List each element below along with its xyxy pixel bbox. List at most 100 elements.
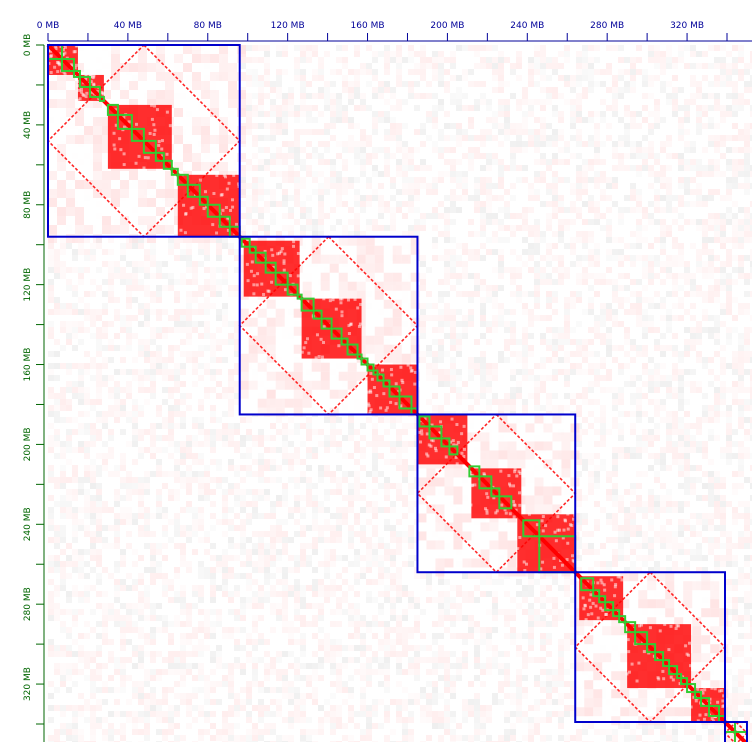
noise-cell (672, 351, 678, 357)
noise-cell (678, 225, 684, 231)
noise-cell (282, 159, 288, 165)
noise-cell (300, 99, 306, 105)
noise-cell (270, 501, 276, 507)
noise-cell (408, 189, 414, 195)
noise-cell (312, 147, 318, 153)
noise-cell (714, 123, 720, 129)
noise-cell (336, 417, 342, 423)
noise-cell (504, 81, 510, 87)
noise-cell (558, 327, 564, 333)
noise-cell (372, 129, 378, 135)
noise-cell (516, 147, 522, 153)
noise-cell (708, 417, 714, 423)
noise-cell (540, 75, 546, 81)
noise-cell (306, 423, 312, 429)
noise-cell (258, 429, 264, 435)
noise-cell (678, 465, 684, 471)
noise-cell (288, 171, 294, 177)
noise-cell (666, 255, 672, 261)
noise-cell (300, 69, 306, 75)
noise-cell (672, 219, 678, 225)
noise-cell (570, 243, 576, 249)
noise-cell (366, 201, 372, 207)
noise-cell (732, 159, 738, 165)
noise-cell (84, 429, 90, 435)
noise-cell (306, 225, 312, 231)
noise-cell (702, 93, 708, 99)
noise-cell (612, 459, 618, 465)
noise-cell (312, 177, 318, 183)
noise-cell (264, 45, 270, 51)
noise-cell (48, 279, 54, 285)
noise-cell (240, 171, 246, 177)
noise-cell (672, 441, 678, 447)
noise-cell (708, 195, 714, 201)
noise-cell (192, 309, 198, 315)
noise-cell (420, 57, 426, 63)
noise-cell (678, 315, 684, 321)
noise-cell (162, 285, 168, 291)
noise-cell (444, 279, 450, 285)
noise-cell (510, 309, 516, 315)
noise-cell (78, 267, 84, 273)
noise-cell (708, 189, 714, 195)
noise-cell (528, 231, 534, 237)
noise-cell (600, 189, 606, 195)
noise-cell (600, 417, 606, 423)
noise-cell (534, 249, 540, 255)
noise-cell (570, 261, 576, 267)
noise-cell (180, 441, 186, 447)
noise-cell (570, 87, 576, 93)
noise-cell (486, 159, 492, 165)
noise-cell (306, 111, 312, 117)
noise-cell (576, 471, 582, 477)
noise-cell (174, 495, 180, 501)
noise-cell (558, 75, 564, 81)
noise-cell (120, 327, 126, 333)
noise-cell (450, 147, 456, 153)
noise-cell (258, 135, 264, 141)
noise-cell (312, 75, 318, 81)
noise-cell (546, 183, 552, 189)
noise-cell (534, 147, 540, 153)
noise-cell (564, 45, 570, 51)
noise-cell (138, 483, 144, 489)
noise-cell (54, 339, 60, 345)
noise-cell (486, 195, 492, 201)
noise-cell (444, 57, 450, 63)
noise-cell (456, 333, 462, 339)
noise-cell (390, 177, 396, 183)
noise-cell (474, 183, 480, 189)
noise-cell (450, 75, 456, 81)
noise-cell (552, 141, 558, 147)
noise-cell (600, 339, 606, 345)
noise-cell (708, 291, 714, 297)
noise-cell (606, 255, 612, 261)
noise-cell (696, 105, 702, 111)
noise-cell (384, 129, 390, 135)
noise-cell (492, 69, 498, 75)
noise-cell (588, 381, 594, 387)
noise-cell (234, 327, 240, 333)
noise-cell (510, 333, 516, 339)
noise-cell (744, 123, 750, 129)
noise-cell (648, 369, 654, 375)
noise-cell (570, 363, 576, 369)
noise-cell (396, 435, 402, 441)
noise-cell (552, 375, 558, 381)
noise-cell (288, 459, 294, 465)
noise-cell (300, 159, 306, 165)
noise-cell (474, 357, 480, 363)
noise-cell (102, 375, 108, 381)
noise-cell (600, 303, 606, 309)
noise-cell (288, 99, 294, 105)
noise-cell (174, 411, 180, 417)
noise-cell (150, 447, 156, 453)
noise-cell (462, 333, 468, 339)
noise-cell (540, 231, 546, 237)
noise-cell (450, 171, 456, 177)
noise-cell (108, 387, 114, 393)
noise-cell (246, 195, 252, 201)
